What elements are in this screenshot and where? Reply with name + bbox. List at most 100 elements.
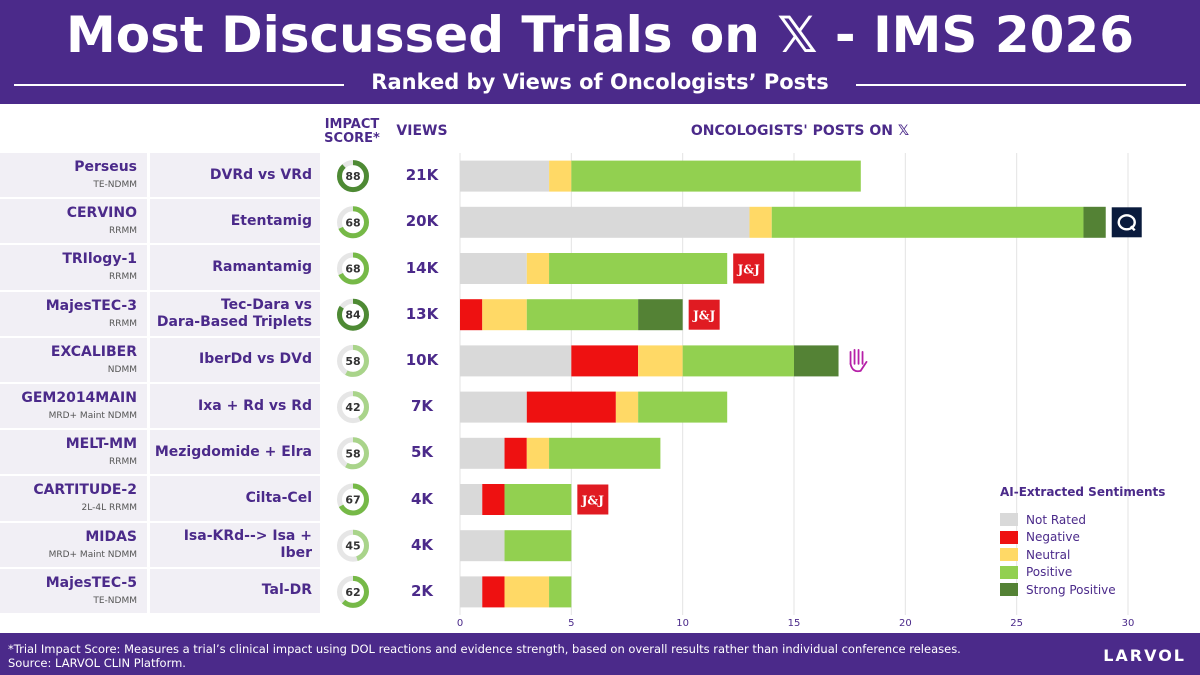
trial-row: GEM2014MAIN MRD+ Maint NDMM <box>0 384 147 430</box>
bar-segment <box>638 345 683 377</box>
views-value: 20K <box>405 212 439 231</box>
x-tick-label: 10 <box>676 618 689 629</box>
bar-segment <box>638 391 728 423</box>
subtitle-line-left <box>14 84 344 86</box>
trial-row: MELT-MM RRMM <box>0 430 147 476</box>
legend-item: Strong Positive <box>1000 581 1180 599</box>
impact-score-value: 68 <box>345 216 360 229</box>
trial-name: MELT-MM <box>65 436 137 453</box>
x-tick-label: 20 <box>899 618 912 629</box>
views-value: 13K <box>405 304 439 323</box>
impact-track <box>337 529 369 562</box>
legend-label: Strong Positive <box>1026 582 1116 597</box>
drug-name: Mezigdomide + Elra <box>154 443 312 460</box>
trial-row: MajesTEC-5 TE-NDMM <box>0 568 147 614</box>
abbvie-logo <box>1111 207 1142 238</box>
bar-segment <box>682 345 794 377</box>
drug-cell: Etentamig <box>150 199 320 244</box>
bar-segment <box>460 345 572 377</box>
impact-score-value: 58 <box>345 355 360 368</box>
impact-score-value: 42 <box>345 401 360 414</box>
bar-segment <box>571 160 861 192</box>
sentiment-legend: AI-Extracted Sentiments Not Rated Negativ… <box>990 485 1180 599</box>
trial-indication: TE-NDMM <box>93 595 137 606</box>
bar-segment <box>460 391 527 423</box>
impact-score-value: 62 <box>345 586 360 599</box>
impact-ring <box>337 206 369 239</box>
views-value: 4K <box>410 535 434 554</box>
bar-segment <box>504 576 550 608</box>
legend-item: Negative <box>1000 529 1180 547</box>
impact-track <box>337 298 369 331</box>
bar-segment <box>571 345 639 377</box>
bar-segment <box>526 253 550 284</box>
hand-logo-icon <box>849 348 868 373</box>
trial-name: MajesTEC-5 <box>45 574 137 591</box>
trial-name: MIDAS <box>85 528 137 545</box>
drug-name: IberDd vs DVd <box>199 351 312 368</box>
trial-indication: RRMM <box>108 272 137 283</box>
jnj-logo: J&J <box>577 484 609 515</box>
legend-title: AI-Extracted Sentiments <box>1000 485 1166 499</box>
bar-segment <box>482 484 505 515</box>
impact-ring <box>337 160 369 193</box>
impact-track <box>337 483 369 516</box>
impact-score-footnote: *Trial Impact Score: Measures a trial’s … <box>8 642 961 656</box>
trial-name: TRIlogy-1 <box>62 251 137 268</box>
larvol-logo: LARVOL <box>1103 646 1186 665</box>
impact-track <box>337 252 369 285</box>
drug-name: DVRd vs VRd <box>209 166 312 183</box>
legend-label: Not Rated <box>1026 512 1086 527</box>
drug-name: Ramantamig <box>212 258 312 275</box>
subtitle-bar: Ranked by Views of Oncologists’ Posts <box>0 70 1200 100</box>
bar-segment <box>504 530 572 562</box>
trial-name: Perseus <box>74 159 137 175</box>
impact-ring <box>337 252 369 285</box>
legend-label: Negative <box>1026 530 1080 545</box>
views-value: 14K <box>405 258 439 277</box>
bar-segment <box>482 576 505 608</box>
legend-swatch <box>1000 530 1018 544</box>
bar-segment <box>549 437 661 469</box>
trial-row: CERVINO RRMM <box>0 199 147 245</box>
bar-segment <box>549 160 572 192</box>
legend-swatch <box>1000 565 1018 579</box>
views-value: 10K <box>405 350 439 369</box>
bar-segment <box>460 437 505 469</box>
impact-track <box>337 344 369 377</box>
impact-track <box>337 160 369 193</box>
trial-indication: RRMM <box>108 226 137 237</box>
bar-segment <box>460 530 505 562</box>
trial-name: CERVINO <box>66 205 137 222</box>
legend-item: Not Rated <box>1000 511 1180 529</box>
bar-segment <box>549 576 572 608</box>
trial-indication: RRMM <box>108 318 137 329</box>
impact-score-value: 68 <box>345 263 360 276</box>
drug-cell: Mezigdomide + Elra <box>150 430 320 475</box>
jnj-logo-text: J&J <box>692 309 716 323</box>
trial-indication: MRD+ Maint NDMM <box>48 411 137 421</box>
bar-segment <box>526 299 639 331</box>
trial-row: MajesTEC-3 RRMM <box>0 291 147 337</box>
bar-segment <box>504 484 572 515</box>
drug-cell: Tec-Dara vs Dara-Based Triplets <box>150 291 320 336</box>
impact-ring <box>337 529 369 562</box>
bar-segment <box>460 299 483 331</box>
drug-name: Tec-Dara vs Dara-Based Triplets <box>156 296 312 330</box>
jnj-logo: J&J <box>733 253 765 284</box>
impact-score-value: 58 <box>345 447 360 460</box>
legend-item: Positive <box>1000 564 1180 582</box>
bar-segment <box>460 206 750 238</box>
bar-segment <box>615 391 639 423</box>
jnj-logo-text: J&J <box>581 494 605 508</box>
impact-track <box>337 206 369 239</box>
drug-cell: Ramantamig <box>150 245 320 290</box>
views-header: VIEWS <box>396 123 448 139</box>
legend-swatch <box>1000 548 1018 562</box>
trial-name: EXCALIBER <box>50 343 137 360</box>
impact-ring <box>337 437 369 470</box>
bar-segment <box>549 253 728 284</box>
bar-segment <box>482 299 527 331</box>
drug-cell: Ixa + Rd vs Rd <box>150 384 320 429</box>
impact-ring <box>337 391 369 424</box>
